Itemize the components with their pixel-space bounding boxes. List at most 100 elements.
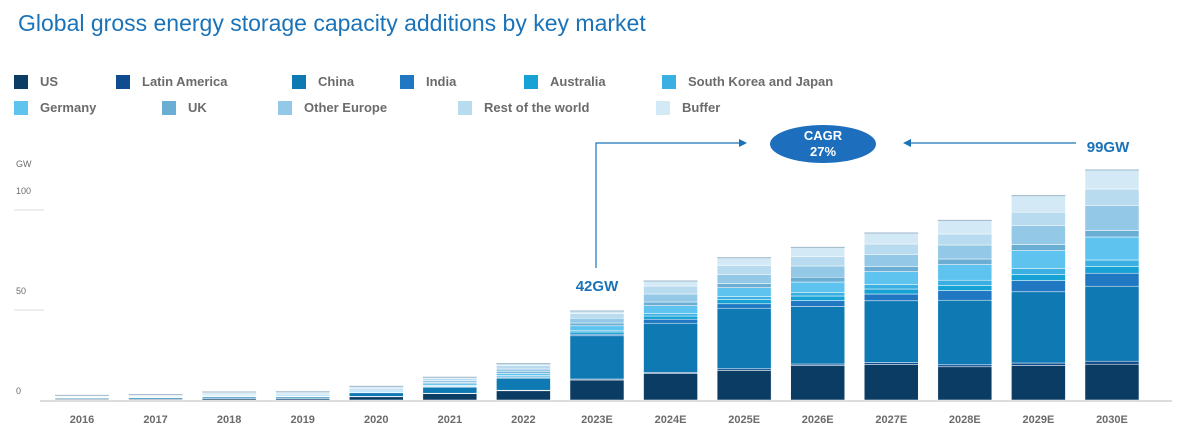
bar-segment-uk-2023e [569, 322, 625, 327]
bar-segment-uk-2028e [937, 258, 993, 265]
bar-segment-south-korea-and-japan-2028e [937, 279, 993, 286]
bar-segment-australia-2030e [1084, 266, 1140, 274]
bar-segment-germany-2028e [937, 264, 993, 281]
cagr-label: CAGR [804, 128, 843, 143]
start-value-label: 42GW [576, 278, 619, 295]
x-tick-label: 2029E [1023, 414, 1055, 426]
cagr-arrow-left [595, 142, 740, 268]
bar-segment-china-2028e [937, 299, 993, 366]
bar-segment-latin-america-2030e [1084, 360, 1140, 365]
legend-item-us: US [14, 74, 58, 89]
bar-segment-us-2021 [422, 393, 478, 401]
bar-segment-india-2027e [864, 293, 919, 302]
legend-label: Australia [550, 74, 606, 89]
bar-segment-buffer-2028e [937, 220, 993, 235]
bar-segment-australia-2028e [937, 285, 993, 291]
bar-segment-south-korea-and-japan-2025e [716, 296, 772, 300]
legend-swatch [292, 74, 306, 89]
bar-segment-germany-2029e [1011, 250, 1066, 269]
bar-segment-south-korea-and-japan-2029e [1011, 268, 1066, 275]
bar-segment-us-2025e [716, 370, 772, 401]
legend-label: Rest of the world [484, 100, 590, 115]
x-tick-label: 2023E [581, 414, 613, 426]
bar-segment-china-2020 [349, 392, 404, 397]
x-tick-label: 2019 [290, 414, 314, 426]
bar-segment-india-2024e [643, 318, 698, 324]
bar-segment-other-europe-2030e [1084, 205, 1140, 231]
cagr-badge [770, 125, 876, 163]
bar-segment-rest-of-the-world-2028e [937, 233, 993, 246]
legend-swatch [278, 100, 292, 115]
bar-segment-rest-of-the-world-2022 [496, 365, 551, 370]
bar-segment-china-2029e [1011, 291, 1066, 364]
bar-segment-rest-of-the-world-2021 [422, 378, 478, 381]
legend-label: Germany [40, 100, 97, 115]
cagr-value: 27% [810, 144, 836, 159]
legend-item-china: China [292, 74, 354, 89]
bar-segment-germany-2024e [643, 305, 698, 314]
legend-item-germany: Germany [14, 100, 96, 115]
x-tick-label: 2027E [875, 414, 907, 426]
bar-segment-germany-2026e [790, 281, 845, 293]
bar-segment-australia-2026e [790, 295, 845, 301]
legend-item-south-korea-and-japan: South Korea and Japan [662, 74, 833, 89]
legend-swatch [656, 100, 670, 115]
bar-segment-us-2030e [1084, 363, 1140, 401]
bar-segment-uk-2026e [790, 276, 845, 283]
bar-segment-buffer-2029e [1011, 195, 1066, 213]
bar-segment-uk-2025e [716, 283, 772, 288]
legend-swatch [14, 100, 28, 115]
y-tick-label: 0 [16, 386, 21, 396]
bar-segment-buffer-2030e [1084, 169, 1140, 190]
legend-label: South Korea and Japan [688, 74, 834, 89]
bar-segment-other-europe-2021 [422, 380, 478, 383]
bar-segment-uk-2029e [1011, 244, 1066, 251]
x-tick-label: 2026E [802, 414, 834, 426]
legend-swatch [116, 74, 130, 89]
legend-label: Buffer [682, 100, 721, 115]
legend-label: Latin America [142, 74, 228, 89]
bar-segment-india-2026e [790, 300, 845, 307]
bar-segment-buffer-2027e [864, 232, 919, 245]
bar-segment-india-2028e [937, 290, 993, 301]
bar-segment-latin-america-2027e [864, 362, 919, 365]
legend-item-rest-of-the-world: Rest of the world [458, 100, 589, 115]
legend-label: India [426, 74, 457, 89]
legend-swatch [400, 74, 414, 89]
x-tick-label: 2022 [511, 414, 535, 426]
x-tick-label: 2017 [143, 414, 167, 426]
bar-segment-south-korea-and-japan-2027e [864, 284, 919, 290]
bar-segment-us-2029e [1011, 365, 1066, 401]
bar-segment-us-2020 [349, 396, 404, 401]
chart-title: Global gross energy storage capacity add… [18, 10, 646, 36]
legend-item-australia: Australia [524, 74, 606, 89]
chart-legend: US Latin America China India Australia South … [14, 74, 1174, 122]
legend-item-latin-america: Latin America [116, 74, 228, 89]
bar-segment-other-europe-2022 [496, 368, 551, 373]
bar-segment-germany-2030e [1084, 236, 1140, 261]
bar-segment-latin-america-2029e [1011, 362, 1066, 366]
x-tick-label: 2024E [655, 414, 687, 426]
legend-swatch [662, 74, 676, 89]
bar-segment-china-2025e [716, 307, 772, 370]
legend-swatch [524, 74, 538, 89]
bar-segment-australia-2023e [569, 331, 625, 335]
arrow-head-right [739, 139, 747, 147]
legend-item-buffer: Buffer [656, 100, 720, 115]
bar-segment-germany-2027e [864, 271, 919, 285]
bar-segment-us-2023e [569, 379, 625, 401]
bar-segment-india-2030e [1084, 272, 1140, 287]
bar-segment-buffer-2026e [790, 247, 845, 257]
y-axis-label: GW [16, 159, 32, 169]
x-tick-label: 2025E [728, 414, 760, 426]
bar-segment-china-2026e [790, 306, 845, 365]
end-value-label: 99GW [1087, 139, 1130, 156]
legend-label: Other Europe [304, 100, 388, 115]
bar-segment-australia-2027e [864, 288, 919, 295]
x-tick-label: 2020 [364, 414, 388, 426]
bar-segment-germany-2023e [569, 325, 625, 332]
x-tick-label: 2016 [70, 414, 94, 426]
x-tick-label: 2030E [1096, 414, 1128, 426]
bar-segment-rest-of-the-world-2029e [1011, 211, 1066, 226]
bar-segment-other-europe-2028e [937, 244, 993, 260]
